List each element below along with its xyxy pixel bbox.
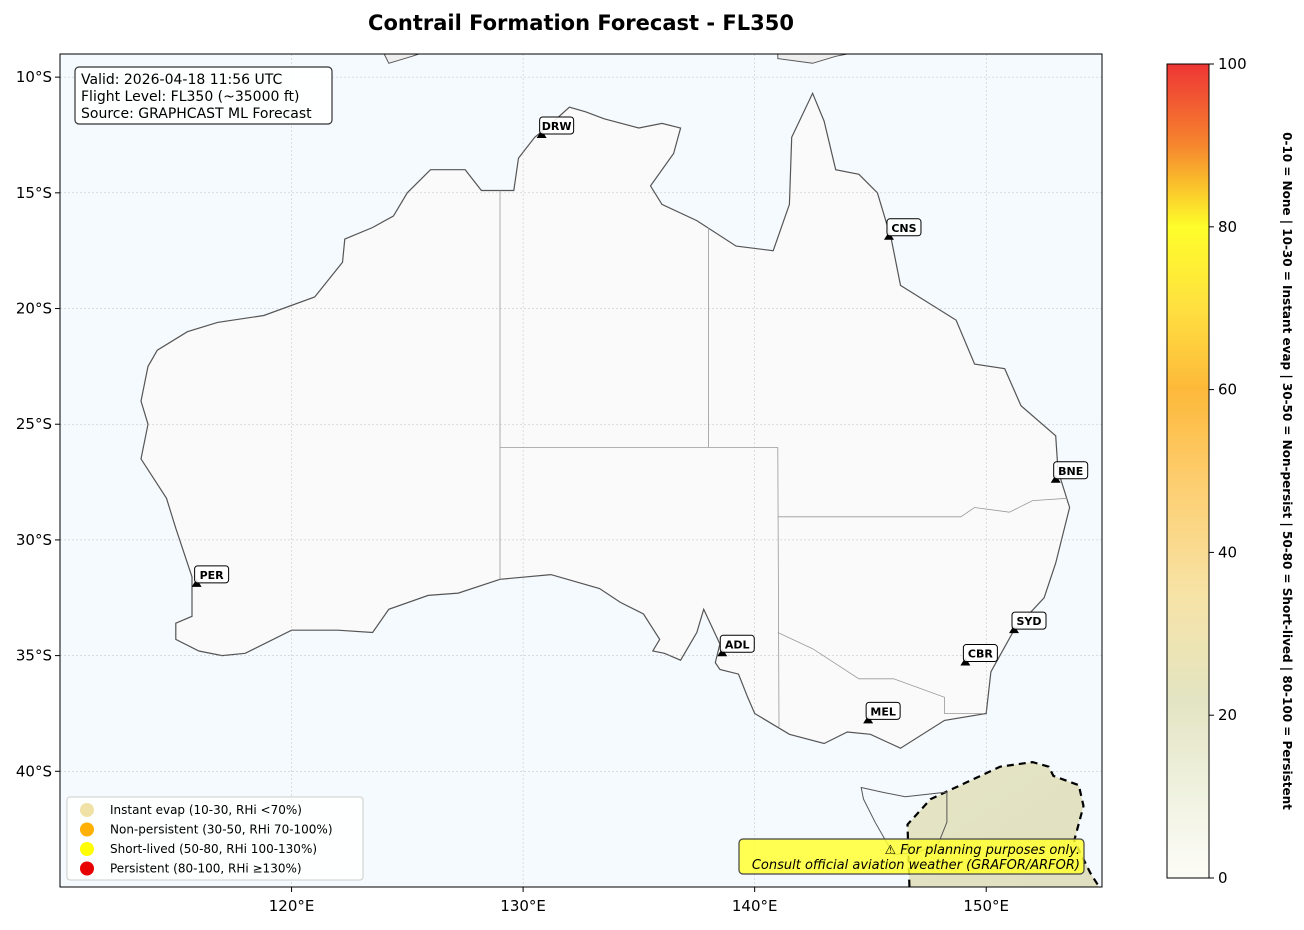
disclaimer-box: ⚠ For planning purposes only. Consult of…	[738, 838, 1085, 875]
airport-adl: ADL	[717, 634, 755, 657]
legend: Instant evap (10-30, RHi <70%) Non-persis…	[66, 796, 364, 881]
disclaimer-line1: ⚠ For planning purposes only.	[885, 843, 1081, 858]
x-tick-label: 150°E	[963, 897, 1009, 915]
airport-label: SYD	[1016, 615, 1041, 628]
colorbar-label: 0-10 = None | 10-30 = Instant evap | 30-…	[1280, 132, 1294, 810]
airport-label: ADL	[725, 638, 750, 651]
y-tick-label: 40°S	[16, 762, 52, 780]
axis-ticks: 120°E 130°E 140°E 150°E 10°S 15°S 20°S 25°S 30°S…	[16, 68, 1009, 915]
legend-marker-icon	[80, 803, 94, 817]
y-tick-label: 15°S	[16, 184, 52, 202]
airport-label-box	[719, 634, 755, 653]
info-source: Source: GRAPHCAST ML Forecast	[81, 106, 312, 122]
colorbar-tick-label: 40	[1218, 543, 1237, 561]
y-tick-label: 20°S	[16, 300, 52, 318]
airports: DRW CNS BNE SYD CBR MEL ADL PER	[191, 116, 1089, 724]
airport-label: PER	[200, 569, 225, 582]
airport-label-box	[539, 116, 575, 135]
state-borders	[499, 190, 1068, 728]
airport-syd: SYD	[1009, 611, 1047, 634]
colorbar-tick-label: 0	[1218, 869, 1228, 887]
colorbar-tick-label: 60	[1218, 381, 1237, 399]
legend-label: Persistent (80-100, RHi ≥130%)	[110, 862, 302, 876]
y-tick-label: 10°S	[16, 68, 52, 86]
airport-label: DRW	[542, 120, 572, 133]
info-box: Valid: 2026-04-18 11:56 UTC Flight Level…	[74, 66, 333, 125]
map-axes: DRW CNS BNE SYD CBR MEL ADL PER	[60, 54, 1102, 887]
airport-drw: DRW	[536, 116, 575, 138]
airport-label: MEL	[870, 705, 895, 718]
airport-label-box	[886, 218, 922, 237]
colorbar-gradient	[1166, 63, 1210, 879]
timor-coastline	[383, 54, 420, 64]
x-tick-label: 130°E	[500, 897, 546, 915]
land-layer	[140, 54, 1071, 749]
airport-cns: CNS	[883, 218, 922, 240]
airport-cbr: CBR	[960, 644, 998, 666]
airport-label-box	[194, 565, 230, 584]
x-tick-label: 120°E	[269, 897, 315, 915]
info-valid: Valid: 2026-04-18 11:56 UTC	[81, 72, 282, 88]
airport-label: CNS	[891, 222, 916, 235]
png-coastline	[777, 54, 848, 64]
state-border	[777, 632, 984, 714]
airport-label-box	[962, 644, 998, 663]
airport-label-box	[1053, 461, 1089, 480]
y-tick-label: 35°S	[16, 647, 52, 665]
legend-label: Non-persistent (30-50, RHi 70-100%)	[110, 823, 333, 837]
state-border	[777, 447, 780, 728]
colorbar-tick-label: 20	[1218, 706, 1237, 724]
airport-mel: MEL	[863, 701, 901, 724]
airport-label: CBR	[968, 648, 993, 661]
legend-label: Short-lived (50-80, RHi 100-130%)	[110, 842, 317, 856]
map-frame	[59, 53, 1103, 888]
legend-marker-icon	[80, 822, 94, 837]
info-flight-level: Flight Level: FL350 (~35000 ft)	[81, 89, 300, 105]
colorbar-tick-label: 100	[1218, 55, 1247, 73]
colorbar-tick-label: 80	[1218, 218, 1237, 236]
airport-bne: BNE	[1050, 461, 1089, 483]
airport-label-box	[865, 701, 901, 720]
airport-label: BNE	[1058, 465, 1083, 478]
x-tick-label: 140°E	[732, 897, 778, 915]
airport-per: PER	[191, 565, 230, 587]
state-border	[777, 497, 1068, 518]
australia-coastline	[140, 91, 1071, 749]
airport-label-box	[1011, 611, 1047, 630]
gridlines	[60, 54, 1102, 887]
colorbar: 0-10 = None | 10-30 = Instant evap | 30-…	[1166, 55, 1294, 887]
disclaimer-line2: Consult official aviation weather (GRAFO…	[752, 858, 1080, 873]
y-tick-label: 25°S	[16, 415, 52, 433]
figure-title: Contrail Formation Forecast - FL350	[368, 11, 794, 35]
y-tick-label: 30°S	[16, 531, 52, 549]
legend-label: Instant evap (10-30, RHi <70%)	[110, 803, 302, 817]
legend-marker-icon	[80, 861, 94, 876]
legend-marker-icon	[80, 842, 94, 856]
